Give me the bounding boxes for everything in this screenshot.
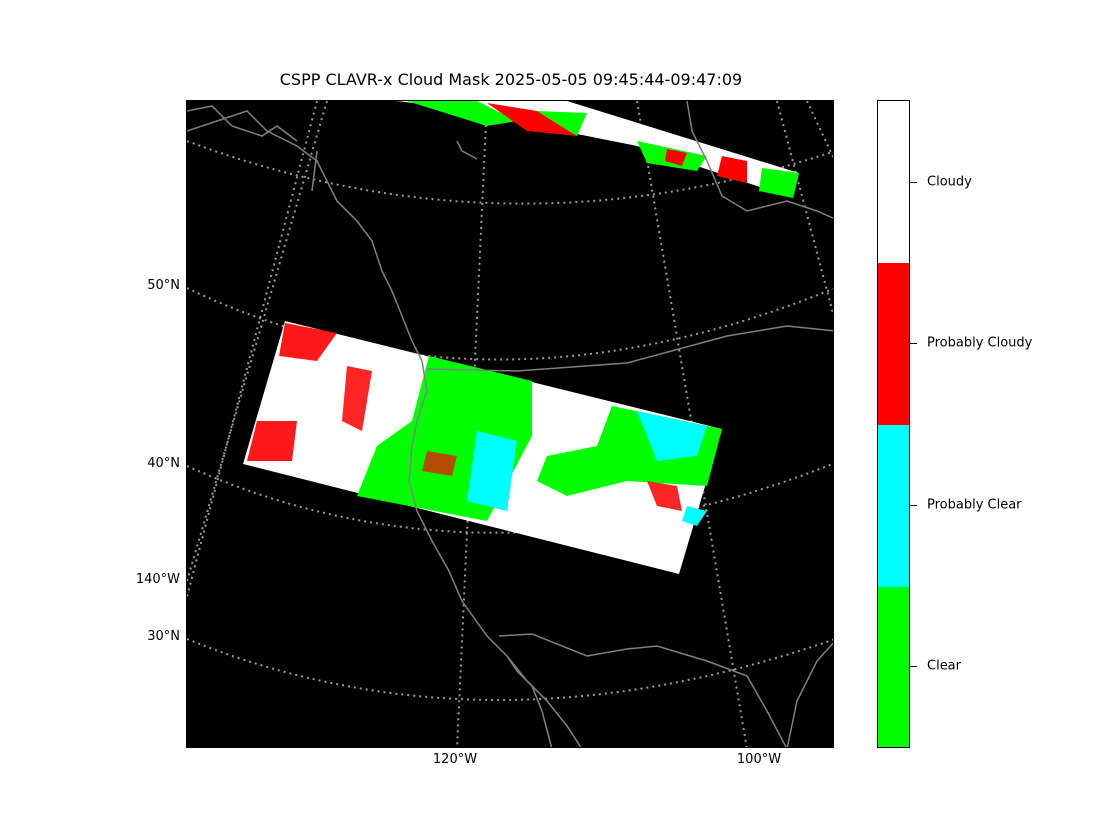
swath-main (243, 321, 722, 574)
lat-label-40n: 40°N (147, 456, 180, 471)
map-panel (186, 100, 834, 748)
colorbar-segment-probably-clear (878, 425, 909, 587)
colorbar-label-cloudy: Cloudy (927, 174, 972, 190)
colorbar-segment-cloudy (878, 101, 909, 263)
meridian-100w (776, 101, 833, 318)
border-us-canada (426, 325, 833, 372)
lon-label-140w: 140°W (135, 572, 180, 587)
parallel-50n (187, 287, 833, 361)
colorbar-tick-probably-cloudy (910, 343, 917, 344)
lat-label-30n: 30°N (147, 629, 180, 644)
colorbar-label-clear: Clear (927, 658, 961, 674)
colorbar-label-probably-cloudy: Probably Cloudy (927, 335, 1033, 351)
colorbar-tick-cloudy (910, 182, 917, 183)
colorbar-segment-probably-cloudy (878, 263, 909, 425)
parallel-30n (187, 638, 833, 701)
lat-label-50n: 50°N (147, 278, 180, 293)
map-canvas (187, 101, 833, 747)
coastline-alaska (187, 105, 318, 192)
coastline-lake (456, 140, 478, 160)
figure-title: CSPP CLAVR-x Cloud Mask 2025-05-05 09:45… (279, 70, 743, 89)
lon-label-100w: 100°W (736, 752, 782, 767)
colorbar-label-probably-clear: Probably Clear (927, 497, 1022, 513)
coastline-pacific (187, 110, 582, 747)
coastline-hudson (686, 101, 833, 219)
swath-north (397, 101, 799, 198)
colorbar-tick-probably-clear (910, 505, 917, 506)
meridian-90w (806, 101, 833, 160)
colorbar-segment-clear (878, 587, 909, 747)
coastline-baja (506, 655, 553, 747)
lon-label-120w: 120°W (432, 752, 478, 767)
border-us-mexico (498, 633, 708, 662)
colorbar-tick-clear (910, 666, 917, 667)
coastlines (187, 101, 833, 747)
colorbar (877, 100, 910, 748)
coastline-gulf (706, 642, 833, 747)
meridian-110w (636, 101, 748, 747)
